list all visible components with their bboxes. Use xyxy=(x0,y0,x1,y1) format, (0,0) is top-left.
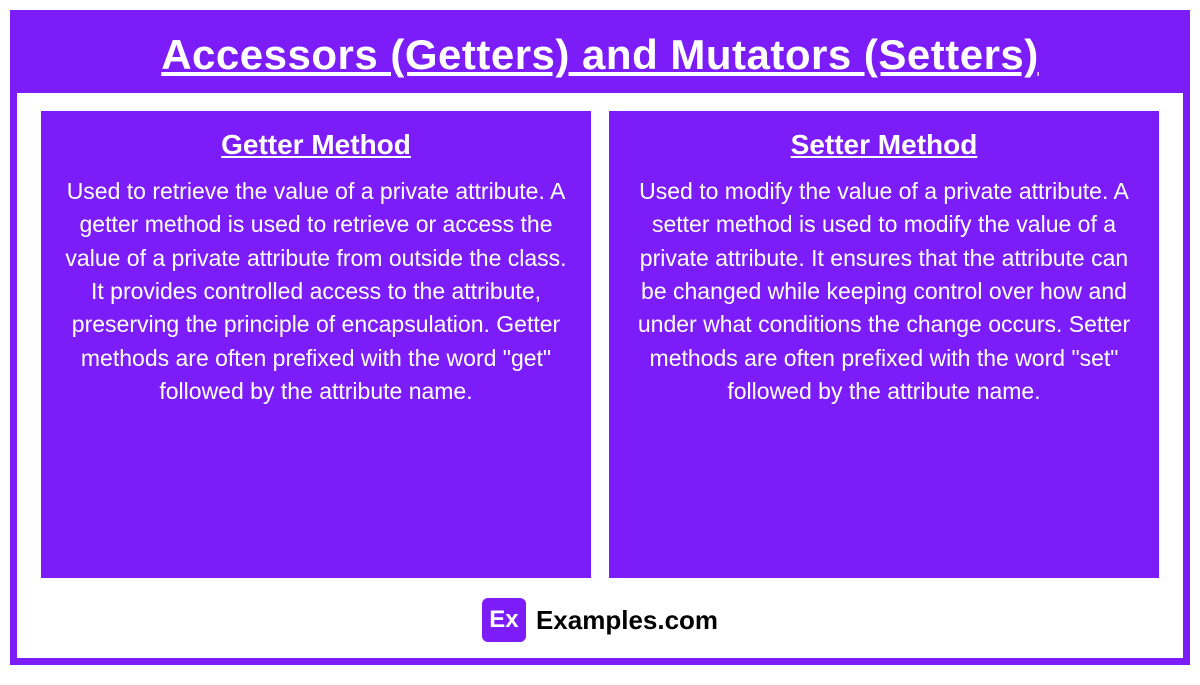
card-title-setter: Setter Method xyxy=(791,129,978,161)
card-body-getter: Used to retrieve the value of a private … xyxy=(65,175,567,408)
card-body-setter: Used to modify the value of a private at… xyxy=(633,175,1135,408)
page-title: Accessors (Getters) and Mutators (Setter… xyxy=(17,17,1183,93)
card-setter: Setter Method Used to modify the value o… xyxy=(609,111,1159,578)
footer: Ex Examples.com xyxy=(17,588,1183,658)
footer-site-label: Examples.com xyxy=(536,605,718,636)
logo-icon: Ex xyxy=(482,598,526,642)
cards-row: Getter Method Used to retrieve the value… xyxy=(17,93,1183,588)
card-title-getter: Getter Method xyxy=(221,129,411,161)
outer-frame: Accessors (Getters) and Mutators (Setter… xyxy=(10,10,1190,665)
card-getter: Getter Method Used to retrieve the value… xyxy=(41,111,591,578)
